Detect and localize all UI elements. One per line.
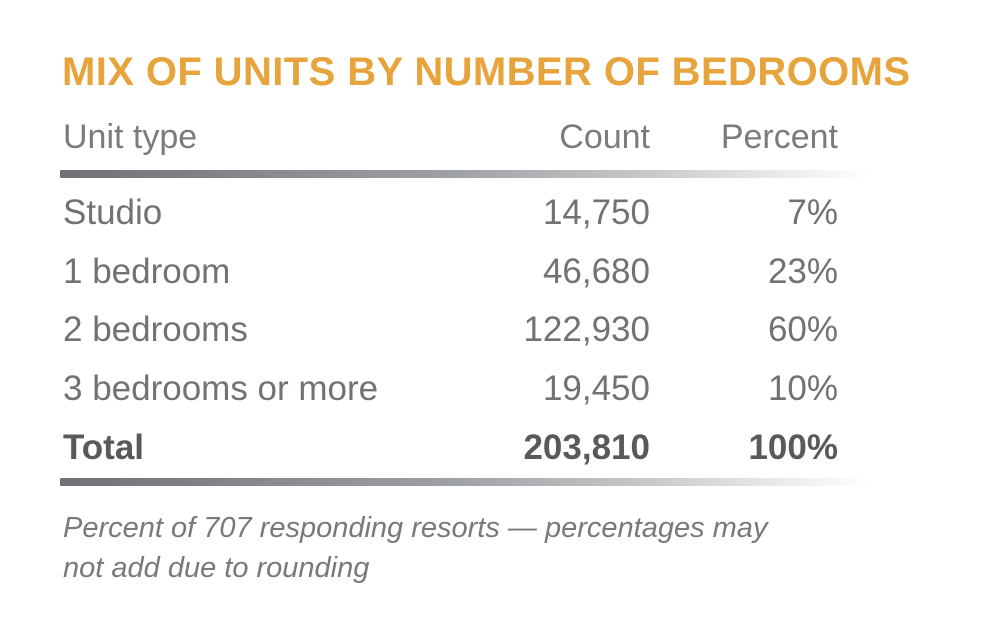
row-label: 2 bedrooms <box>63 310 248 350</box>
column-header-count: Count <box>559 117 650 156</box>
row-label: 3 bedrooms or more <box>63 369 379 409</box>
row-percent: 23% <box>767 251 838 291</box>
footnote: Percent of 707 responding resorts — perc… <box>63 508 767 588</box>
row-label: 1 bedroom <box>63 251 231 291</box>
row-count: 46,680 <box>542 251 650 291</box>
footnote-line-2: not add due to rounding <box>63 552 370 584</box>
figure-title: MIX OF UNITS BY NUMBER OF BEDROOMS <box>62 50 911 94</box>
row-label: Studio <box>63 193 163 233</box>
table-header-row: Unit type Count Percent <box>63 112 838 162</box>
table-row-2-bedrooms: 2 bedrooms 122,930 60% <box>63 301 838 360</box>
row-count: 203,810 <box>523 427 650 467</box>
column-header-unit-type: Unit type <box>63 117 198 156</box>
table-row-studio: Studio 14,750 7% <box>63 184 838 243</box>
table-row-total: Total 203,810 100% <box>63 418 838 477</box>
row-percent: 10% <box>767 369 838 409</box>
row-percent: 60% <box>767 310 838 350</box>
row-percent: 7% <box>787 193 838 233</box>
table-body: Studio 14,750 7% 1 bedroom 46,680 23% 2 … <box>63 184 838 477</box>
divider-bottom <box>60 478 873 486</box>
footnote-line-1: Percent of 707 responding resorts — perc… <box>63 512 768 544</box>
divider-top <box>60 170 873 178</box>
row-label: Total <box>63 427 145 467</box>
table-row-3-bedrooms-or-more: 3 bedrooms or more 19,450 10% <box>63 360 838 419</box>
table-row-1-bedroom: 1 bedroom 46,680 23% <box>63 243 838 302</box>
column-header-percent: Percent <box>720 117 838 156</box>
row-count: 14,750 <box>542 193 650 233</box>
row-count: 19,450 <box>542 369 650 409</box>
row-percent: 100% <box>748 427 838 467</box>
row-count: 122,930 <box>523 310 650 350</box>
